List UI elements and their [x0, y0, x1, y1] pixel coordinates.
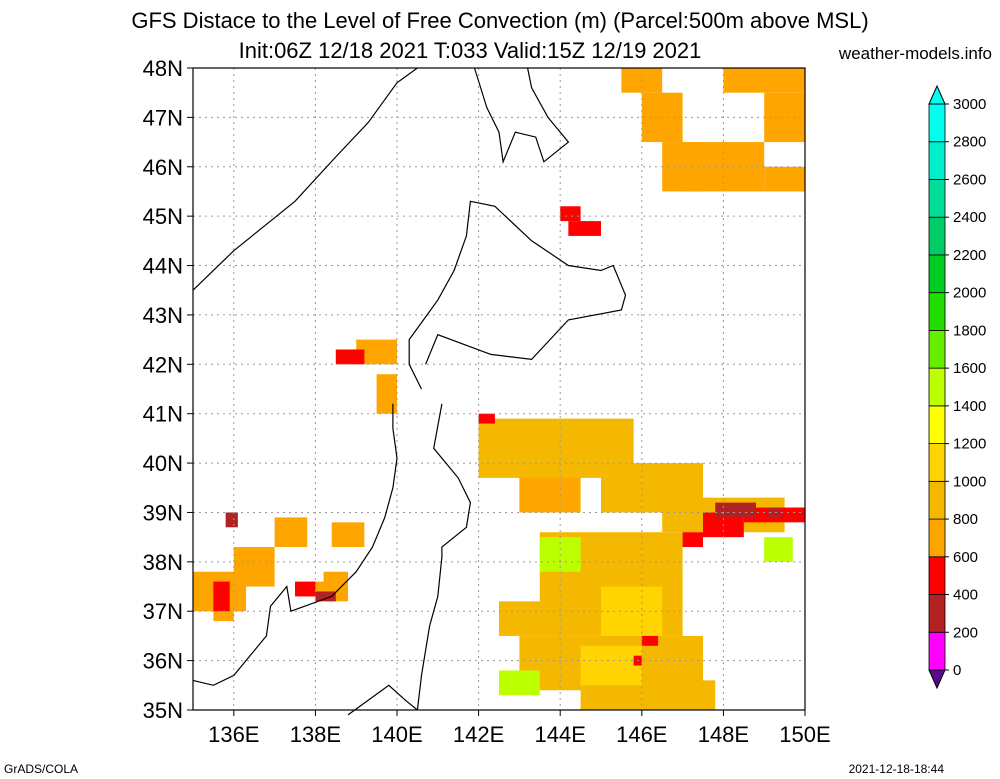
- colorbar-swatch: [928, 443, 946, 482]
- coastline: [192, 67, 418, 291]
- shade-cell: [723, 68, 805, 93]
- lat-tick-label: 44N: [143, 254, 183, 279]
- colorbar-label: 2400: [953, 209, 986, 226]
- colorbar-swatch: [928, 254, 946, 294]
- lat-tick-label: 48N: [143, 56, 183, 81]
- colorbar-label: 1400: [953, 398, 986, 415]
- colorbar-label: 1200: [953, 436, 986, 453]
- colorbar-label: 1000: [953, 473, 986, 490]
- colorbar-label: 800: [953, 511, 978, 528]
- lat-tick-label: 40N: [143, 451, 183, 476]
- shade-cell: [764, 166, 805, 192]
- shade-cell: [568, 221, 601, 236]
- shade-cell: [225, 512, 238, 528]
- shade-cell: [478, 413, 495, 424]
- colorbar-label: 1600: [953, 360, 986, 377]
- lat-tick-label: 42N: [143, 352, 183, 377]
- shading-layer: [193, 68, 805, 710]
- lat-tick-label: 41N: [143, 402, 183, 427]
- shade-cell: [580, 645, 642, 686]
- colorbar-swatch: [928, 405, 946, 445]
- colorbar-label: 0: [953, 662, 961, 679]
- lon-tick-label: 138E: [290, 722, 341, 747]
- shade-cell: [641, 635, 659, 646]
- coastline: [408, 200, 627, 390]
- site-label: weather-models.info: [838, 44, 992, 63]
- shade-cell: [335, 349, 365, 365]
- lat-tick-label: 36N: [143, 649, 183, 674]
- colorbar-label: 400: [953, 587, 978, 604]
- colorbar-swatch: [928, 292, 946, 331]
- shade-cell: [560, 206, 581, 222]
- coastline: [416, 403, 472, 711]
- credit-label: GrADS/COLA: [4, 762, 79, 776]
- colorbar-swatch: [928, 103, 946, 143]
- lat-tick-label: 47N: [143, 105, 183, 130]
- lon-tick-label: 142E: [453, 722, 504, 747]
- colorbar-label: 3000: [953, 96, 986, 113]
- lat-tick-labels: 35N 36N 37N 38N 39N 40N 41N 42N 43N 44N 45N 46N 47N 4…: [143, 56, 193, 723]
- shade-cell: [682, 532, 703, 548]
- shade-cell: [715, 502, 757, 518]
- coastlines: [192, 67, 627, 716]
- chart-subtitle: Init:06Z 12/18 2021 T:033 Valid:15Z 12/1…: [238, 38, 702, 63]
- lat-tick-label: 35N: [143, 698, 183, 723]
- lon-tick-label: 144E: [535, 722, 586, 747]
- shade-cell: [274, 517, 308, 548]
- shade-cell: [233, 547, 275, 587]
- coastline: [347, 684, 418, 716]
- lat-tick-label: 38N: [143, 550, 183, 575]
- shade-cell: [315, 591, 336, 602]
- lon-tick-label: 140E: [371, 722, 422, 747]
- coastline: [473, 67, 570, 165]
- lat-tick-label: 46N: [143, 155, 183, 180]
- chart-title: GFS Distace to the Level of Free Convect…: [131, 8, 869, 33]
- coastline: [192, 403, 398, 686]
- lon-tick-label: 136E: [208, 722, 259, 747]
- shade-cell: [768, 507, 781, 518]
- map-frame: [192, 67, 806, 711]
- colorbar-swatch: [928, 367, 946, 407]
- colorbar-swatch: [928, 329, 946, 369]
- colorbar-swatch: [928, 216, 946, 256]
- colorbar-swatch: [928, 179, 946, 218]
- lon-tick-label: 148E: [698, 722, 749, 747]
- shade-cell: [764, 537, 793, 562]
- shade-cell: [213, 581, 230, 612]
- colorbar-label: 2800: [953, 134, 986, 151]
- lat-tick-label: 39N: [143, 500, 183, 525]
- colorbar-swatch: [928, 141, 946, 180]
- colorbar-swatch: [928, 480, 946, 520]
- colorbar-label: 2000: [953, 285, 986, 302]
- colorbar-swatch: [928, 594, 946, 633]
- colorbar-label: 200: [953, 624, 978, 641]
- shade-cell: [499, 670, 540, 696]
- lon-tick-labels: 136E 138E 140E 142E 144E 146E 148E 150E: [208, 710, 831, 747]
- shade-cell: [376, 374, 397, 414]
- lat-tick-label: 45N: [143, 204, 183, 229]
- colorbar-swatch: [928, 556, 946, 595]
- shade-cell: [331, 522, 365, 548]
- colorbar: 0 200 400 600 800 1000 1200 1400 1600 1800 2000 220…: [928, 84, 986, 690]
- lat-tick-label: 43N: [143, 303, 183, 328]
- lon-tick-label: 150E: [779, 722, 830, 747]
- timestamp-label: 2021-12-18-18:44: [848, 762, 944, 776]
- shade-cell: [295, 581, 316, 597]
- colorbar-swatch: [928, 631, 946, 671]
- colorbar-label: 2200: [953, 247, 986, 264]
- colorbar-label: 600: [953, 549, 978, 566]
- colorbar-label: 1800: [953, 322, 986, 339]
- colorbar-label: 2600: [953, 171, 986, 188]
- lon-tick-label: 146E: [616, 722, 667, 747]
- colorbar-min-arrow: [928, 669, 946, 690]
- colorbar-swatch: [928, 518, 946, 558]
- lat-tick-label: 37N: [143, 599, 183, 624]
- colorbar-max-arrow: [928, 84, 946, 105]
